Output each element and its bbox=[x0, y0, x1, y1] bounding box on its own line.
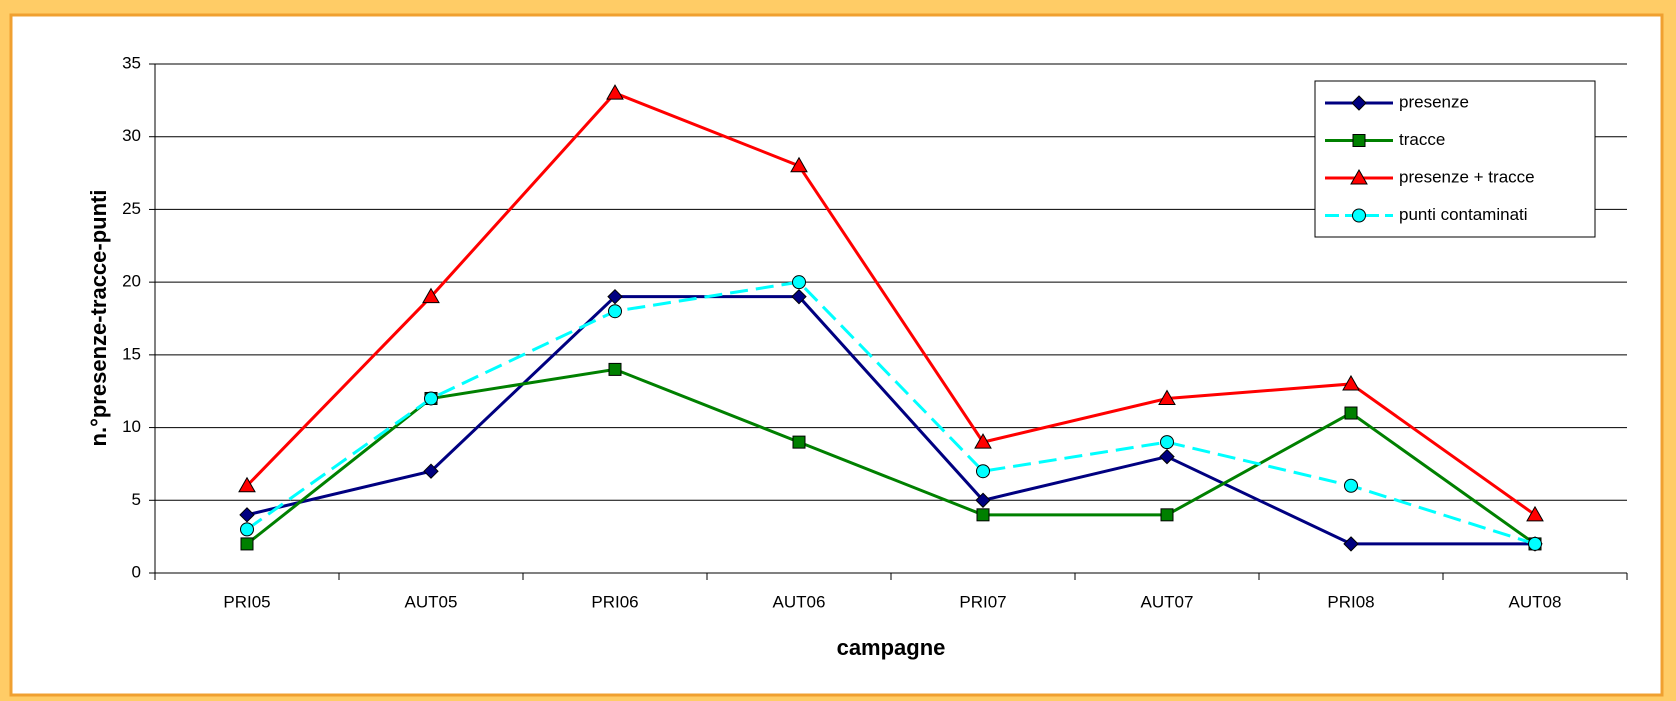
marker bbox=[238, 476, 256, 493]
marker bbox=[1159, 448, 1175, 465]
x-tick-label: PRI06 bbox=[591, 592, 638, 611]
marker bbox=[1344, 406, 1358, 420]
x-axis-title: campagne bbox=[837, 635, 946, 660]
marker bbox=[240, 537, 254, 551]
marker bbox=[975, 492, 991, 508]
marker bbox=[1160, 435, 1174, 450]
marker bbox=[974, 433, 992, 449]
marker bbox=[423, 463, 439, 479]
x-tick-label: PRI07 bbox=[959, 592, 1006, 611]
y-tick-label: 0 bbox=[132, 562, 141, 581]
legend-label: tracce bbox=[1399, 130, 1445, 149]
y-tick-label: 20 bbox=[122, 272, 141, 291]
marker bbox=[1344, 478, 1358, 493]
marker bbox=[1352, 208, 1366, 223]
y-tick-label: 15 bbox=[122, 344, 141, 363]
y-tick-label: 30 bbox=[122, 126, 141, 145]
marker bbox=[422, 287, 440, 304]
marker bbox=[1158, 389, 1176, 405]
marker bbox=[1526, 505, 1544, 522]
series-line bbox=[246, 280, 1536, 546]
marker bbox=[792, 275, 806, 290]
x-tick-label: AUT05 bbox=[405, 592, 458, 611]
x-tick-label: AUT08 bbox=[1509, 592, 1562, 611]
marker bbox=[791, 288, 807, 305]
y-tick-label: 10 bbox=[122, 417, 141, 436]
marker bbox=[790, 156, 808, 173]
series-line bbox=[245, 91, 1536, 517]
y-tick-label: 25 bbox=[122, 199, 141, 218]
x-tick-label: AUT07 bbox=[1141, 592, 1194, 611]
y-tick-label: 35 bbox=[122, 53, 141, 72]
legend-label: presenze + tracce bbox=[1399, 167, 1535, 186]
marker bbox=[240, 522, 254, 537]
marker bbox=[1352, 134, 1366, 147]
series-line bbox=[246, 295, 1535, 546]
marker bbox=[1343, 536, 1359, 552]
marker bbox=[607, 288, 623, 305]
marker bbox=[608, 304, 622, 319]
series-line bbox=[246, 367, 1536, 546]
marker bbox=[1160, 508, 1174, 522]
x-tick-label: PRI08 bbox=[1327, 592, 1374, 611]
marker bbox=[1528, 536, 1542, 551]
marker bbox=[1351, 95, 1367, 111]
marker bbox=[1350, 168, 1368, 185]
marker bbox=[792, 435, 806, 449]
x-tick-label: PRI05 bbox=[223, 592, 270, 611]
marker bbox=[608, 362, 622, 376]
marker bbox=[976, 464, 990, 479]
legend-label: presenze bbox=[1399, 92, 1469, 111]
marker bbox=[976, 508, 990, 522]
x-tick-label: AUT06 bbox=[773, 592, 826, 611]
marker bbox=[1342, 374, 1360, 391]
marker bbox=[424, 391, 438, 406]
y-tick-label: 5 bbox=[132, 490, 141, 509]
y-axis-title: n.°presenze-tracce-punti bbox=[86, 190, 111, 447]
marker bbox=[606, 84, 624, 100]
legend-label: punti contaminati bbox=[1399, 205, 1528, 224]
marker bbox=[239, 507, 255, 523]
